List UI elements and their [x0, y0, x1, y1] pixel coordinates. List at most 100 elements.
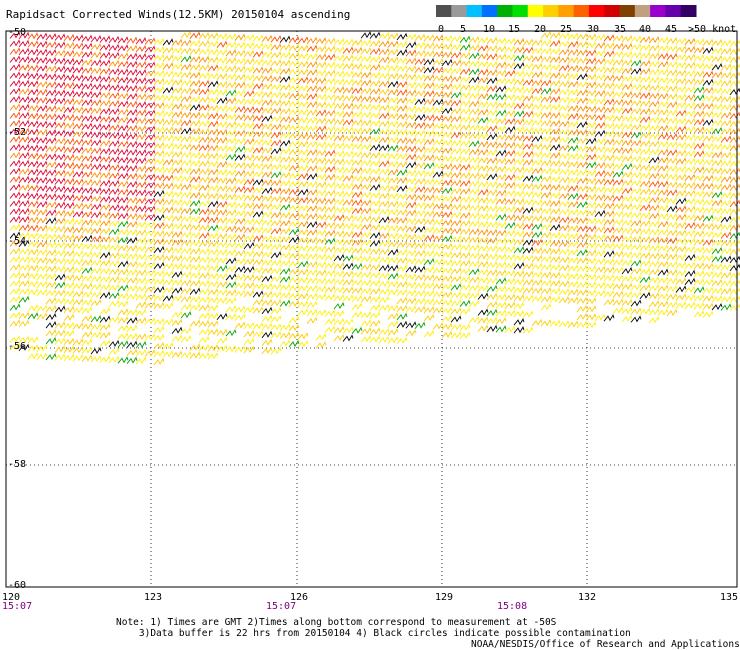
wind-barb — [504, 77, 516, 86]
wind-barb — [621, 66, 633, 75]
wind-barb — [567, 40, 579, 48]
wind-barb — [243, 193, 255, 202]
wind-barb — [648, 268, 660, 276]
wind-barb — [243, 57, 255, 66]
wind-barb — [711, 190, 723, 199]
wind-barb — [207, 320, 219, 328]
wind-barb — [558, 280, 570, 288]
wind-barb — [342, 246, 354, 254]
wind-barb — [117, 108, 129, 116]
wind-barb — [72, 186, 84, 194]
wind-barb — [198, 335, 210, 344]
wind-barb — [81, 210, 93, 218]
wind-barb — [441, 242, 453, 251]
wind-barb — [396, 56, 408, 65]
wind-barb — [396, 224, 408, 233]
wind-barb — [666, 44, 678, 53]
wind-barb — [612, 130, 624, 138]
wind-barb — [369, 271, 381, 279]
wind-barb — [720, 159, 732, 167]
wind-barb — [189, 127, 201, 135]
wind-barb — [369, 327, 381, 335]
wind-barb — [81, 242, 93, 250]
wind-barb — [369, 231, 381, 239]
wind-barb — [711, 62, 723, 71]
wind-barb — [378, 271, 390, 280]
wind-barb — [153, 197, 165, 206]
wind-barb — [621, 74, 633, 83]
wind-barb — [396, 192, 408, 201]
wind-barb — [513, 142, 525, 150]
wind-barb — [495, 157, 507, 165]
wind-barb — [504, 101, 516, 110]
wind-barb — [315, 93, 327, 101]
wind-barb — [171, 222, 183, 231]
wind-barb — [369, 71, 381, 79]
wind-barb — [153, 61, 165, 70]
wind-barb — [414, 97, 426, 105]
wind-barb — [117, 212, 129, 220]
wind-barb — [522, 158, 534, 166]
wind-barb — [666, 100, 678, 109]
wind-barb — [207, 104, 219, 112]
wind-barb — [279, 227, 291, 235]
wind-barb — [441, 210, 453, 219]
wind-barb — [360, 143, 372, 151]
wind-barb — [477, 212, 489, 220]
wind-barb — [585, 89, 597, 97]
wind-barb — [576, 192, 588, 201]
wind-barb — [180, 143, 192, 151]
wind-barb — [531, 182, 543, 191]
wind-barb — [288, 283, 300, 292]
wind-barb — [594, 241, 606, 250]
wind-barb — [720, 199, 732, 207]
wind-barb — [9, 87, 21, 95]
wind-barb — [279, 83, 291, 91]
wind-barb — [306, 268, 318, 277]
wind-barb — [450, 291, 462, 299]
legend-tick-label: 35 — [614, 24, 626, 35]
wind-barb — [387, 136, 399, 144]
wind-barb — [252, 258, 264, 266]
wind-barb — [9, 295, 21, 303]
wind-barb — [495, 181, 507, 189]
wind-barb — [90, 355, 102, 363]
wind-barb — [504, 293, 516, 302]
wind-barb — [216, 216, 228, 225]
wind-barb — [225, 57, 237, 65]
wind-barb — [621, 162, 633, 171]
wind-barb — [585, 297, 597, 305]
wind-barb — [225, 217, 237, 225]
wind-barb — [351, 286, 363, 295]
wind-barb — [702, 302, 714, 310]
wind-barb — [513, 270, 525, 278]
wind-barb — [468, 164, 480, 172]
wind-barb — [684, 181, 696, 190]
wind-barb — [288, 99, 300, 108]
wind-barb — [369, 223, 381, 231]
wind-barb — [306, 92, 318, 101]
wind-barb — [279, 243, 291, 251]
wind-barb — [333, 157, 345, 166]
wind-barb — [225, 137, 237, 145]
credit: NOAA/NESDIS/Office of Research and Appli… — [471, 639, 740, 650]
wind-barb — [234, 345, 246, 353]
wind-barb — [585, 153, 597, 161]
wind-barb — [333, 261, 345, 270]
wind-barb — [477, 220, 489, 228]
wind-barb — [648, 252, 660, 260]
wind-barb — [324, 157, 336, 165]
wind-barb — [711, 110, 723, 119]
wind-barb — [648, 204, 660, 212]
wind-barb — [477, 324, 489, 332]
wind-barb — [720, 71, 732, 79]
wind-barb — [414, 137, 426, 145]
wind-barb — [504, 165, 516, 174]
wind-barb — [468, 92, 480, 100]
wind-barb — [603, 146, 615, 154]
wind-barb — [306, 188, 318, 197]
wind-barb — [153, 189, 165, 198]
wind-barb — [252, 202, 264, 210]
wind-barb — [702, 110, 714, 118]
wind-barb — [540, 159, 552, 167]
